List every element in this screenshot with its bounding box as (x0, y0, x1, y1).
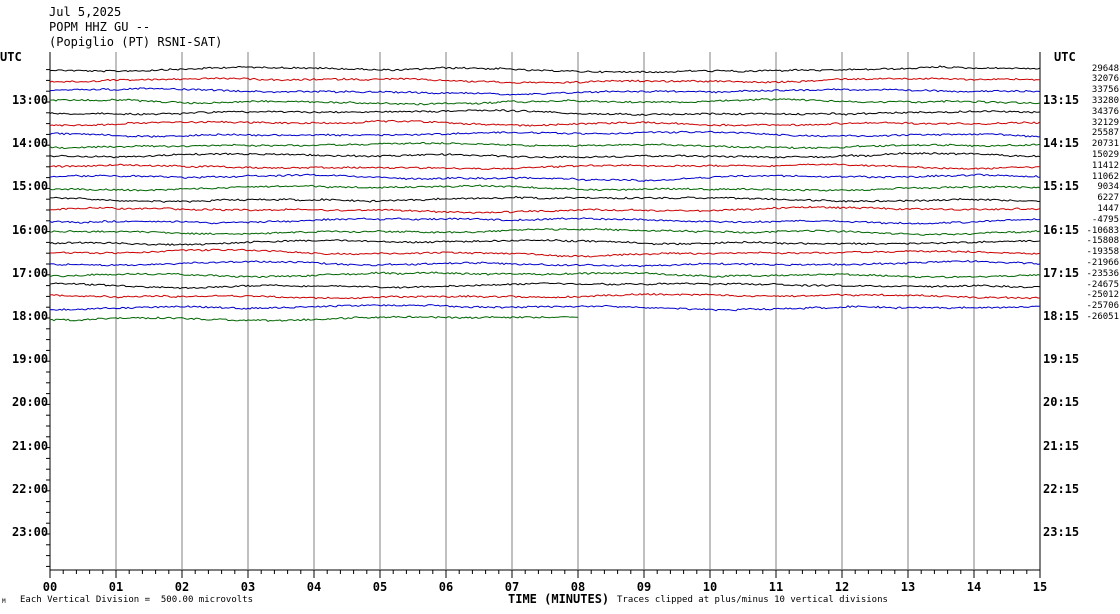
x-tick-label: 01 (108, 580, 124, 594)
seismic-trace (50, 195, 1041, 203)
x-tick-label: 03 (240, 580, 256, 594)
trace-offset-label: -23536 (1086, 268, 1119, 279)
seismic-trace (49, 292, 1040, 300)
seismic-trace (49, 77, 1041, 84)
seismic-trace (49, 141, 1041, 150)
seismic-trace (49, 130, 1041, 138)
seismic-trace (49, 163, 1041, 171)
trace-offset-label: -25706 (1086, 301, 1119, 312)
x-tick-label: 11 (768, 580, 784, 594)
x-tick-label: 09 (636, 580, 652, 594)
left-hour-label: 15:00 (12, 179, 49, 194)
x-tick-label: 02 (174, 580, 190, 594)
trace-offset-label: -25012 (1086, 290, 1119, 301)
seismic-trace (49, 109, 1041, 117)
right-hour-label: 20:15 (1043, 395, 1080, 410)
x-tick-label: 08 (570, 580, 586, 594)
header-station: POPM HHZ GU -- (49, 20, 151, 34)
seismic-trace (49, 87, 1041, 96)
seismic-trace (49, 217, 1041, 225)
seismic-trace (49, 227, 1041, 236)
trace-offset-label: 34376 (1091, 106, 1119, 117)
seismic-trace (49, 205, 1041, 214)
right-hour-label: 16:15 (1043, 222, 1080, 237)
scale-note: Each Vertical Division = 500.00 microvol… (20, 595, 253, 605)
trace-offset-label: 33756 (1091, 85, 1119, 96)
right-hour-label: 17:15 (1043, 265, 1080, 280)
x-tick-label: 15 (1032, 580, 1048, 594)
right-hour-label: 22:15 (1043, 481, 1080, 496)
seismic-trace (49, 184, 1041, 192)
trace-offset-label: -15808 (1086, 236, 1119, 247)
left-hour-label: 14:00 (12, 136, 49, 151)
right-hour-label: 19:15 (1043, 352, 1080, 367)
right-hour-label: 14:15 (1043, 136, 1080, 151)
x-tick-label: 12 (834, 580, 850, 594)
x-tick-label: 05 (372, 580, 388, 594)
seismic-trace (49, 304, 1040, 312)
trace-offset-label: -4795 (1091, 214, 1119, 225)
trace-offset-label: 15029 (1091, 150, 1119, 160)
trace-offset-label: 32129 (1091, 117, 1119, 128)
left-hour-label: 22:00 (12, 481, 49, 496)
seismic-trace (49, 152, 1041, 159)
x-axis-title: TIME (MINUTES) (508, 592, 610, 606)
seismic-trace (49, 271, 1041, 279)
header-location: (Popiglio (PT) RSNI-SAT) (49, 35, 223, 49)
right-utc-label: UTC (1054, 50, 1076, 64)
x-tick-label: 07 (504, 580, 520, 594)
corner-mark: M (2, 598, 6, 605)
header-date: Jul 5,2025 (49, 5, 122, 19)
trace-offset-label: 33280 (1091, 96, 1119, 106)
trace-offset-label: 1447 (1097, 204, 1119, 214)
seismic-trace (49, 248, 1041, 258)
right-hour-label: 23:15 (1043, 525, 1080, 539)
x-tick-label: 10 (702, 580, 718, 594)
trace-offset-label: -19358 (1086, 247, 1119, 258)
seismic-trace (49, 65, 1041, 74)
trace-offset-label: 11412 (1091, 160, 1119, 171)
x-tick-label: 06 (438, 580, 454, 594)
x-tick-label: 13 (900, 580, 916, 594)
seismic-trace (49, 97, 1041, 106)
right-hour-label: 21:15 (1043, 438, 1080, 453)
trace-offset-label: 20731 (1091, 139, 1119, 150)
x-tick-label: 04 (306, 580, 322, 594)
seismic-trace (49, 238, 1041, 247)
left-utc-label: UTC (0, 50, 22, 64)
trace-offset-label: 32076 (1091, 74, 1119, 85)
left-hour-label: 19:00 (12, 352, 49, 367)
seismic-trace (49, 173, 1041, 182)
trace-offset-label: 29648 (1091, 63, 1119, 74)
seismic-trace (49, 119, 1041, 127)
right-hour-label: 18:15 (1043, 309, 1080, 323)
trace-offset-label: -10683 (1086, 225, 1119, 236)
seismic-trace (49, 259, 1041, 268)
left-hour-label: 13:00 (12, 93, 49, 107)
trace-offset-label: -21966 (1086, 258, 1119, 268)
trace-offset-label: 9034 (1097, 182, 1119, 193)
trace-offset-label: 25587 (1091, 128, 1119, 139)
right-hour-label: 15:15 (1043, 179, 1080, 194)
trace-offset-label: 11062 (1091, 171, 1119, 182)
trace-offset-label: 6227 (1097, 193, 1119, 204)
seismic-trace (49, 282, 1041, 290)
right-hour-label: 13:15 (1043, 93, 1080, 107)
clip-note: Traces clipped at plus/minus 10 vertical… (617, 595, 888, 605)
left-hour-label: 21:00 (12, 438, 49, 453)
left-hour-label: 18:00 (12, 309, 49, 323)
left-hour-label: 20:00 (12, 395, 49, 410)
trace-offset-label: -26051 (1086, 312, 1119, 322)
trace-offset-label: -24675 (1086, 279, 1119, 290)
left-hour-label: 23:00 (12, 525, 49, 539)
seismic-trace (49, 315, 578, 322)
x-tick-label: 00 (42, 580, 58, 594)
left-hour-label: 16:00 (12, 222, 49, 237)
x-tick-label: 14 (966, 580, 982, 594)
left-hour-label: 17:00 (12, 265, 49, 280)
